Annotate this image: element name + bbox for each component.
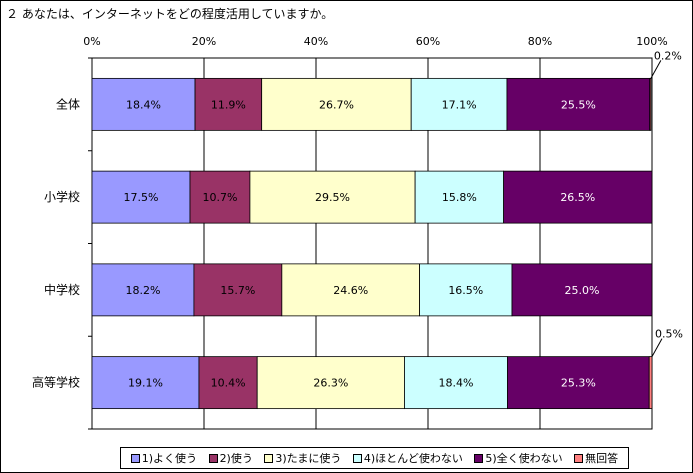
x-tick-label: 20% xyxy=(192,35,216,48)
category-label: 全体 xyxy=(56,96,80,111)
data-label: 18.4% xyxy=(126,98,161,111)
data-label: 17.5% xyxy=(124,191,159,204)
legend: 1)よく使う 2)使う 3)たまに使う 4)ほとんど使わない 5)全く使わない 無回答 xyxy=(120,447,629,469)
legend-item: 5)全く使わない xyxy=(474,450,563,466)
data-label: 26.7% xyxy=(319,98,354,111)
data-label: 0.5% xyxy=(655,328,683,341)
bar-segment xyxy=(511,263,653,317)
data-label: 26.3% xyxy=(313,377,348,390)
category-label: 中学校 xyxy=(44,282,80,297)
legend-label: 2)使う xyxy=(219,452,253,465)
legend-swatch xyxy=(352,453,362,463)
data-label: 18.4% xyxy=(439,377,474,390)
bar-segment xyxy=(404,356,508,410)
legend-swatch xyxy=(264,453,274,463)
data-label: 15.8% xyxy=(442,191,477,204)
bar-segment xyxy=(256,356,405,410)
legend-label: 5)全く使わない xyxy=(485,452,563,465)
bar-segment xyxy=(261,77,412,131)
data-label: 10.7% xyxy=(202,191,237,204)
legend-label: 1)よく使う xyxy=(141,452,198,465)
bar-segment xyxy=(503,170,653,224)
data-label: 25.0% xyxy=(565,284,600,297)
data-label: 11.9% xyxy=(211,98,246,111)
legend-swatch xyxy=(574,453,584,463)
bar-segment xyxy=(193,263,283,317)
data-label: 19.1% xyxy=(128,377,163,390)
legend-swatch xyxy=(474,453,484,463)
bar-segment xyxy=(194,77,263,131)
bar-segment xyxy=(649,77,652,131)
legend-label: 無回答 xyxy=(585,452,619,465)
x-tick-label: 60% xyxy=(416,35,440,48)
legend-label: 4)ほとんど使わない xyxy=(363,452,463,465)
x-tick-label: 40% xyxy=(304,35,328,48)
chart-plot: 0% 20% 40% 60% 80% 100% 全体 18.4% 11.9% 26.7% 17.1%… xyxy=(32,35,683,430)
legend-item: 1)よく使う xyxy=(130,450,198,466)
x-tick-label: 0% xyxy=(83,35,100,48)
bar-segment xyxy=(281,263,420,317)
data-label: 25.5% xyxy=(561,98,596,111)
bar-segment xyxy=(198,356,258,410)
legend-item: 無回答 xyxy=(574,450,618,466)
data-label: 29.5% xyxy=(315,191,350,204)
label-leader xyxy=(650,60,662,79)
bar-segment xyxy=(507,356,650,410)
data-label: 25.3% xyxy=(561,377,596,390)
legend-swatch xyxy=(130,453,140,463)
legend-label: 3)たまに使う xyxy=(275,452,342,465)
label-leader xyxy=(651,338,663,357)
bar-segment xyxy=(91,77,196,131)
data-label: 18.2% xyxy=(125,284,160,297)
data-label: 15.7% xyxy=(220,284,255,297)
category-label: 小学校 xyxy=(44,189,80,204)
legend-item: 2)使う xyxy=(208,450,253,466)
bar-segment xyxy=(91,263,195,317)
data-label: 16.5% xyxy=(448,284,483,297)
data-label: 24.6% xyxy=(333,284,368,297)
bar-segment xyxy=(648,356,653,410)
x-tick-label: 80% xyxy=(528,35,552,48)
bar-segment xyxy=(91,356,200,410)
legend-item: 3)たまに使う xyxy=(264,450,341,466)
data-label: 17.1% xyxy=(442,98,477,111)
category-label: 高等学校 xyxy=(32,375,80,390)
bar-segment xyxy=(91,170,191,224)
bar-segment xyxy=(419,263,513,317)
data-label: 0.2% xyxy=(654,49,682,62)
bar-segment xyxy=(249,170,416,224)
chart-title: ２ あなたは、インターネットをどの程度活用していますか。 xyxy=(6,7,334,21)
legend-item: 4)ほとんど使わない xyxy=(352,450,463,466)
x-tick-label: 100% xyxy=(636,35,667,48)
data-label: 10.4% xyxy=(211,377,246,390)
data-label: 26.5% xyxy=(560,191,595,204)
legend-swatch xyxy=(208,453,218,463)
